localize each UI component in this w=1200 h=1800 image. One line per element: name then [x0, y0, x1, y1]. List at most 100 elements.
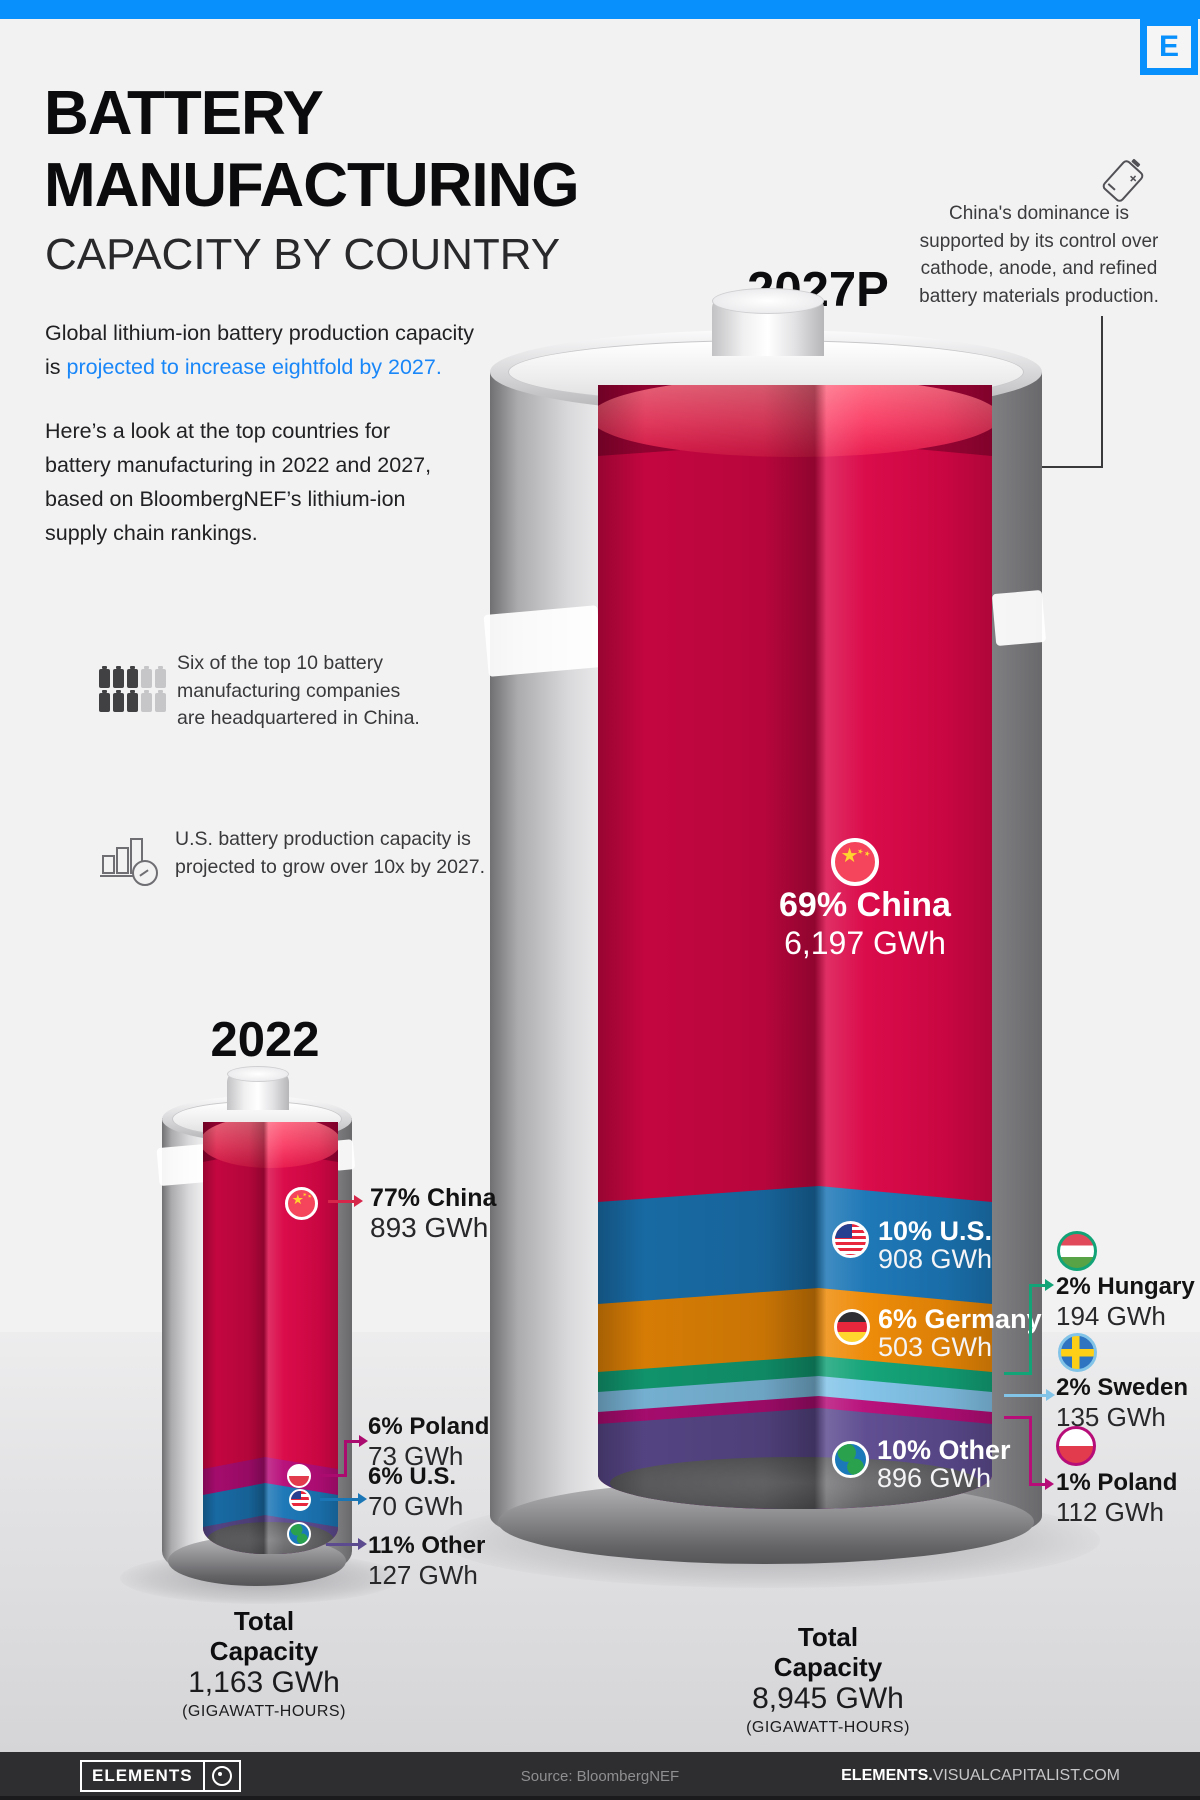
poland-2022-value: 73 GWh	[368, 1441, 464, 1471]
segment-2022-china	[203, 1150, 338, 1471]
source-credit: Source: BloombergNEF	[520, 1767, 680, 1785]
chart-bar-small	[102, 855, 115, 874]
label-2027-germany: 6% Germany 503 GWh	[878, 1306, 1042, 1362]
poland-flag-2027	[1056, 1426, 1096, 1466]
fact1-line-1: Six of the top 10 battery	[177, 652, 383, 674]
mini-battery-icon	[154, 690, 166, 712]
label-2027-sweden: 2% Sweden 135 GWh	[1056, 1375, 1188, 1432]
callout-connector-vertical	[1101, 316, 1103, 468]
china-2022-share: 77% China	[370, 1184, 497, 1212]
globe-icon-2022	[287, 1522, 311, 1546]
battery-2022-reflection-stripe-left	[156, 1143, 210, 1187]
hungary-connector-h	[1004, 1372, 1032, 1375]
germany-2027-value: 503 GWh	[878, 1332, 993, 1362]
intro-paragraph: Global lithium-ion battery production ca…	[45, 316, 474, 384]
elements-footer-brand: ELEMENTS	[92, 1766, 193, 1785]
poland-2027-share: 1% Poland	[1056, 1469, 1178, 1496]
hungary-arrow	[1031, 1279, 1054, 1291]
title-line-2: MANUFACTURING	[44, 151, 580, 220]
mini-battery-icon	[154, 666, 166, 688]
hungary-flag	[1057, 1231, 1097, 1271]
para-line-1: Here’s a look at the top countries for	[45, 419, 390, 443]
label-2027-poland: 1% Poland 112 GWh	[1056, 1470, 1177, 1527]
total-capacity-2022: Total Capacity 1,163 GWh (GIGAWATT-HOURS…	[164, 1606, 364, 1724]
label-2022-china: 77% China 893 GWh	[370, 1186, 496, 1243]
fact-china-companies: Six of the top 10 battery manufacturing …	[177, 650, 420, 733]
battery-2022-terminal-top	[227, 1066, 289, 1082]
footer-bottom-strip	[0, 1796, 1200, 1800]
site-url-bold: ELEMENTS.	[841, 1767, 933, 1784]
callout-line-1: China's dominance is	[949, 203, 1129, 224]
total-2022-line1: Total	[233, 1606, 295, 1636]
poland-2022-arrow	[346, 1435, 368, 1447]
us-2027-share: 10% U.S.	[878, 1216, 993, 1246]
label-2027-other: 10% Other 896 GWh	[877, 1437, 1011, 1493]
chart-bar-medium	[116, 847, 129, 874]
battery-2027-reflection-stripe-left	[483, 605, 603, 677]
china-2022-arrow	[328, 1195, 363, 1207]
mini-battery-icon	[126, 690, 138, 712]
battery-2027-interior-floor	[609, 1457, 981, 1509]
chart-baseline	[100, 875, 146, 877]
total-2027-unit: (GIGAWATT-HOURS)	[746, 1719, 910, 1736]
elements-footer-logo-icon-box	[202, 1762, 239, 1790]
fact2-line-1: U.S. battery production capacity is	[175, 828, 471, 850]
title-line-1: BATTERY	[44, 79, 324, 148]
fact1-line-2: manufacturing companies	[177, 679, 401, 702]
mini-battery-icon	[98, 666, 110, 688]
us-2027-value: 908 GWh	[878, 1244, 993, 1274]
battery-2027-terminal-top	[712, 288, 824, 314]
label-2022-poland: 6% Poland 73 GWh	[368, 1414, 489, 1471]
intro-paragraph-2: Here’s a look at the top countries for b…	[45, 414, 431, 550]
total-2022-value: 1,163 GWh	[188, 1666, 340, 1699]
callout-line-4: battery materials production.	[919, 285, 1159, 307]
china-2027-value: 6,197 GWh	[784, 925, 946, 961]
mini-battery-icon	[140, 666, 152, 688]
para-line-3: based on BloombergNEF’s lithium-ion	[45, 487, 406, 511]
label-2022-us: 6% U.S. 70 GWh	[368, 1464, 463, 1521]
other-2022-arrow	[326, 1538, 367, 1550]
fact2-line-2: projected to grow over 10x by 2027.	[175, 855, 486, 878]
fact1-line-3: are headquartered in China.	[177, 707, 420, 729]
tilted-battery-icon	[1100, 158, 1146, 204]
hungary-connector-v	[1029, 1284, 1032, 1375]
total-2022-unit: (GIGAWATT-HOURS)	[182, 1703, 346, 1720]
growth-chart-icon	[100, 828, 160, 886]
total-2022-line2: Capacity	[209, 1636, 319, 1666]
sweden-share: 2% Sweden	[1056, 1374, 1189, 1401]
site-url[interactable]: ELEMENTS.VISUALCAPITALIST.COM	[841, 1767, 1120, 1785]
battery-minus-mark	[1107, 182, 1116, 191]
para-line-4: supply chain rankings.	[45, 521, 258, 545]
battery-2022-interior-top-face	[203, 1122, 338, 1168]
poland-connector-h	[1004, 1416, 1032, 1419]
poland-2022-connector-v	[344, 1440, 347, 1477]
top-accent-bar	[0, 0, 1200, 19]
page-subtitle: CAPACITY BY COUNTRY	[45, 230, 561, 279]
battery-2022-interior-floor	[207, 1522, 334, 1554]
poland-2022-connector-h	[320, 1474, 346, 1477]
mini-battery-icon	[140, 690, 152, 712]
label-2027-hungary: 2% Hungary 194 GWh	[1056, 1274, 1195, 1331]
battery-2022-interior	[203, 1122, 338, 1554]
other-2027-share: 10% Other	[877, 1435, 1011, 1465]
wheel-icon	[211, 1766, 232, 1786]
total-2027-line1: Total	[797, 1622, 859, 1652]
footer-bar: ELEMENTS Source: BloombergNEF ELEMENTS.V…	[0, 1752, 1200, 1800]
other-2027-value: 896 GWh	[877, 1463, 992, 1493]
intro-line-2: is projected to increase eightfold by 20…	[45, 350, 474, 384]
mini-battery-icon	[126, 666, 138, 688]
elements-logo-badge[interactable]: E	[1140, 19, 1198, 75]
hungary-share: 2% Hungary	[1056, 1273, 1195, 1300]
elements-footer-logo[interactable]: ELEMENTS	[80, 1760, 241, 1792]
china-2027-share: 69% China	[779, 886, 951, 924]
sweden-flag	[1058, 1333, 1097, 1372]
poland-connector-v	[1029, 1416, 1032, 1486]
poland-2027-value: 112 GWh	[1056, 1497, 1164, 1527]
poland-2027-arrow	[1031, 1478, 1054, 1490]
total-capacity-2027: Total Capacity 8,945 GWh (GIGAWATT-HOURS…	[728, 1622, 928, 1740]
segment-2027-china	[598, 440, 992, 1206]
gauge-icon	[132, 860, 158, 886]
total-2027-line2: Capacity	[773, 1652, 883, 1682]
germany-2027-share: 6% Germany	[878, 1304, 1042, 1334]
